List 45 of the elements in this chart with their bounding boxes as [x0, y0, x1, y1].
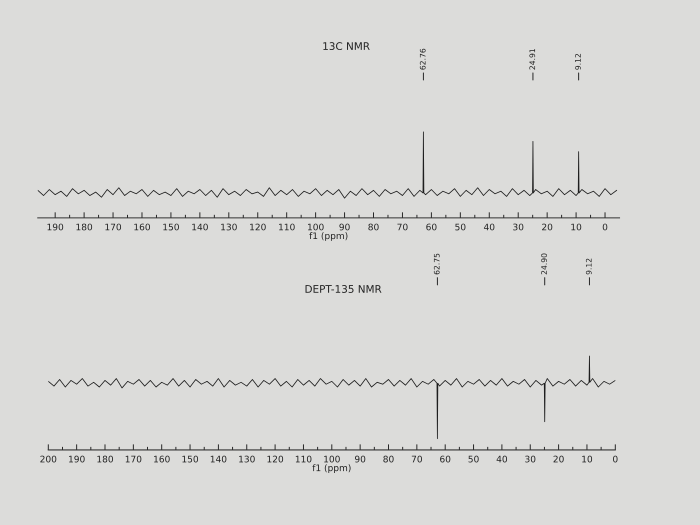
x-tick-label: 170: [105, 224, 122, 230]
x-tick-label: 50: [455, 224, 466, 230]
x-tick-label: 70: [412, 456, 422, 462]
x-tick-label: 60: [440, 456, 450, 462]
x-tick-label: 150: [163, 224, 179, 230]
x-tick-label: 180: [97, 456, 114, 462]
x-tick-label: 70: [397, 224, 408, 230]
x-tick-label: 20: [542, 224, 552, 230]
x-tick-label: 110: [279, 224, 295, 230]
chart-title: DEPT-135 NMR: [306, 285, 382, 293]
x-axis-title: f1 (ppm): [312, 464, 351, 473]
x-tick-label: 0: [602, 224, 608, 230]
x-tick-label: 90: [354, 456, 366, 462]
x-tick-label: 120: [250, 224, 266, 230]
x-tick-label: 10: [582, 456, 592, 462]
x-tick-label: 90: [339, 224, 350, 230]
x-tick-label: 110: [296, 456, 312, 462]
x-tick-label: 0: [613, 456, 618, 462]
x-tick-label: 10: [571, 224, 582, 230]
x-tick-label: 190: [69, 456, 85, 462]
chart-title: 13C NMR: [323, 42, 370, 50]
x-tick-label: 30: [525, 456, 536, 462]
x-tick-label: 20: [554, 456, 564, 462]
x-tick-label: 60: [426, 224, 437, 230]
x-tick-label: 50: [468, 456, 479, 462]
x-tick-label: 40: [484, 224, 494, 230]
x-tick-label: 80: [383, 456, 394, 462]
x-tick-label: 140: [210, 456, 226, 462]
x-tick-label: 130: [221, 224, 237, 230]
x-tick-label: 130: [239, 456, 255, 462]
x-tick-label: 100: [324, 456, 340, 462]
x-axis-title: f1 (ppm): [309, 232, 348, 241]
x-tick-label: 160: [154, 456, 170, 462]
x-tick-label: 190: [48, 224, 64, 230]
x-tick-label: 170: [126, 456, 142, 462]
x-tick-label: 30: [513, 224, 524, 230]
x-tick-label: 160: [134, 224, 150, 230]
x-tick-label: 40: [496, 456, 508, 462]
x-tick-label: 80: [368, 224, 379, 230]
x-tick-label: 140: [192, 224, 208, 230]
x-tick-label: 100: [308, 224, 324, 230]
x-tick-label: 200: [40, 456, 56, 462]
x-tick-label: 150: [182, 456, 198, 462]
x-tick-label: 120: [267, 456, 284, 462]
x-tick-label: 180: [76, 224, 92, 230]
